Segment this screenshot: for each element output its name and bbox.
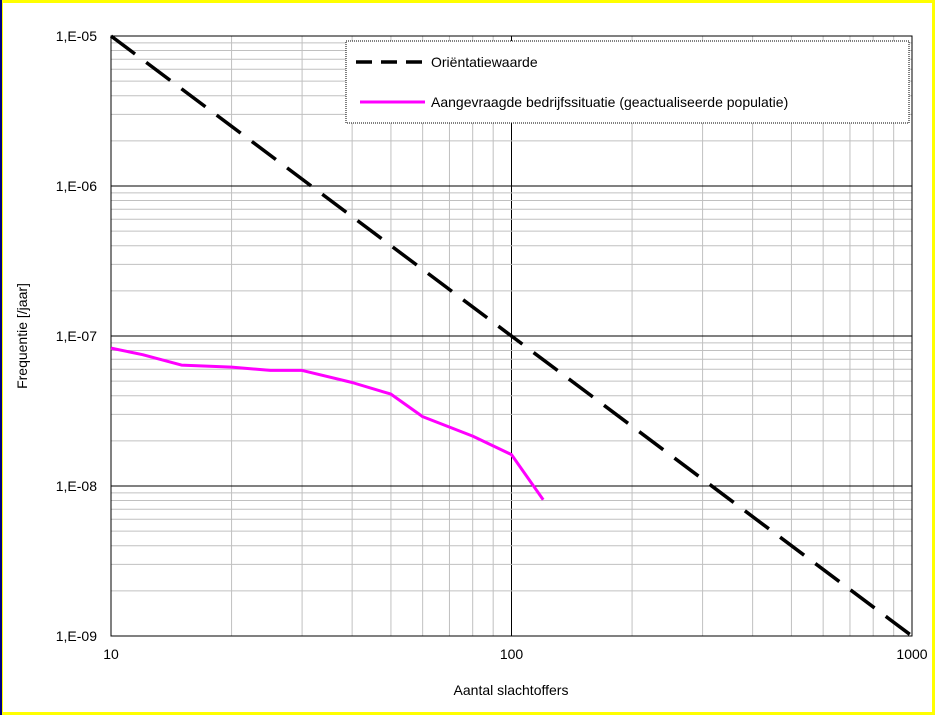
- grid: [110, 36, 912, 637]
- y-tick-label: 1,E-05: [56, 28, 97, 44]
- legend-label-aangevraagde-bedrijfssituatie: Aangevraagde bedrijfssituatie (geactuali…: [431, 94, 788, 110]
- legend-box: [345, 40, 910, 124]
- plot-area-border: [110, 35, 913, 637]
- x-tick-label: 100: [500, 646, 524, 662]
- y-tick-label: 1,E-06: [56, 178, 97, 194]
- legend-label-orientatiewaarde: Oriëntatiewaarde: [431, 54, 538, 70]
- x-axis-title: Aantal slachtoffers: [454, 682, 569, 698]
- x-tick-label: 10: [103, 646, 119, 662]
- y-tick-label: 1,E-07: [56, 328, 97, 344]
- series-line-aangevraagde-bedrijfssituatie: [110, 346, 545, 501]
- x-tick-label: 1000: [896, 646, 927, 662]
- y-axis-title: Frequentie [/jaar]: [14, 283, 30, 389]
- series-line-orientatiewaarde: [109, 34, 914, 638]
- y-tick-label: 1,E-09: [56, 628, 97, 644]
- tick-labels: 10 100 1000 1,E-05 1,E-06 1,E-07 1,E-08 1,E-09: [56, 28, 928, 662]
- y-tick-label: 1,E-08: [56, 478, 97, 494]
- legend: Oriëntatiewaarde Aangevraagde bedrijfssi…: [345, 40, 910, 124]
- series-layer: [109, 34, 914, 638]
